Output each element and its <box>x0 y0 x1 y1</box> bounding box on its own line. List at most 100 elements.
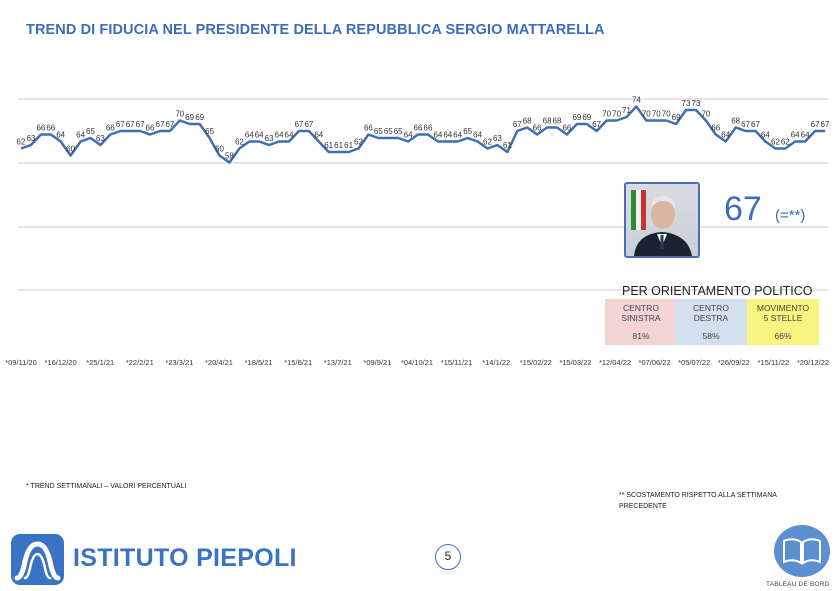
x-tick-label: *22/2/21 <box>126 358 154 367</box>
data-label: 67 <box>126 120 135 129</box>
data-label: 67 <box>156 120 165 129</box>
data-label: 70 <box>701 110 710 119</box>
data-label: 64 <box>275 131 284 140</box>
data-label: 70 <box>662 110 671 119</box>
data-label: 65 <box>384 127 393 136</box>
data-label: 67 <box>811 120 820 129</box>
group-value: 81% <box>632 331 650 341</box>
data-label: 61 <box>503 141 512 150</box>
group-label-line1: MOVIMENTO <box>756 303 810 313</box>
data-label: 67 <box>741 120 750 129</box>
data-label: 60 <box>66 145 75 154</box>
data-label: 67 <box>751 120 760 129</box>
x-tick-label: *15/02/22 <box>520 358 552 367</box>
data-label: 73 <box>682 99 691 108</box>
orientation-title: PER ORIENTAMENTO POLITICO <box>622 284 813 298</box>
data-label: 65 <box>463 127 472 136</box>
data-label: 66 <box>46 124 55 133</box>
x-tick-label: *12/04/22 <box>599 358 631 367</box>
x-tick-label: *14/1/22 <box>482 358 510 367</box>
book-icon <box>774 525 830 577</box>
data-label: 70 <box>652 110 661 119</box>
data-label: 69 <box>195 113 204 122</box>
data-label: 64 <box>761 131 770 140</box>
x-tick-label: *26/09/22 <box>718 358 750 367</box>
x-tick-label: *23/3/21 <box>165 358 193 367</box>
group-centro-sinistra: CENTRO SINISTRA 81% <box>605 299 677 345</box>
data-label: 64 <box>801 131 810 140</box>
data-label: 71 <box>622 106 631 115</box>
data-label: 69 <box>572 113 581 122</box>
data-label: 66 <box>106 124 115 133</box>
x-tick-label: *16/12/20 <box>45 358 77 367</box>
data-label: 66 <box>146 124 155 133</box>
data-label: 64 <box>285 131 294 140</box>
data-label: 63 <box>96 134 105 143</box>
data-label: 68 <box>543 117 552 126</box>
group-label-line2: 5 STELLE <box>763 313 803 323</box>
x-tick-label: *18/5/21 <box>245 358 273 367</box>
x-tick-label: *20/4/21 <box>205 358 233 367</box>
x-tick-label: *15/6/21 <box>284 358 312 367</box>
x-tick-label: *13/7/21 <box>324 358 352 367</box>
data-label: 61 <box>334 141 343 150</box>
data-label: 64 <box>791 131 800 140</box>
data-label: 70 <box>612 110 621 119</box>
data-label: 69 <box>185 113 194 122</box>
group-centro-destra: CENTRO DESTRA 58% <box>675 299 747 345</box>
tableau-label: TABLEAU DE BORD <box>766 581 830 588</box>
page-title: TREND DI FIDUCIA NEL PRESIDENTE DELLA RE… <box>26 22 605 38</box>
data-label: 63 <box>265 134 274 143</box>
group-label-line2: SINISTRA <box>621 313 661 323</box>
x-tick-label: *09/11/20 <box>5 358 37 367</box>
x-tick-label: *25/1/21 <box>86 358 114 367</box>
data-label: 74 <box>632 96 641 105</box>
data-label: 61 <box>324 141 333 150</box>
data-label: 64 <box>404 131 413 140</box>
data-label: 64 <box>433 131 442 140</box>
page-number: 5 <box>435 544 461 570</box>
data-label: 66 <box>711 124 720 133</box>
data-label: 68 <box>731 117 740 126</box>
data-label: 67 <box>592 120 601 129</box>
data-label: 64 <box>314 131 323 140</box>
data-label: 67 <box>116 120 125 129</box>
data-label: 62 <box>483 138 492 147</box>
x-tick-label: *07/06/22 <box>639 358 671 367</box>
data-label: 65 <box>86 127 95 136</box>
data-label: 69 <box>582 113 591 122</box>
x-tick-label: *05/07/22 <box>678 358 710 367</box>
president-photo <box>624 182 700 258</box>
data-label: 67 <box>294 120 303 129</box>
data-label: 67 <box>304 120 313 129</box>
data-label: 62 <box>781 138 790 147</box>
group-label-line1: CENTRO <box>693 303 729 313</box>
x-tick-label: *15/11/21 <box>441 358 473 367</box>
group-label-line1: CENTRO <box>623 303 659 313</box>
data-label: 62 <box>771 138 780 147</box>
data-label: 62 <box>235 138 244 147</box>
x-tick-label: *15/03/22 <box>559 358 591 367</box>
data-label: 64 <box>255 131 264 140</box>
data-label: 64 <box>76 131 85 140</box>
data-label: 61 <box>344 141 353 150</box>
x-tick-label: *09/9/21 <box>363 358 391 367</box>
data-label: 69 <box>672 113 681 122</box>
data-label: 73 <box>692 99 701 108</box>
data-label: 62 <box>354 138 363 147</box>
data-label: 58 <box>225 152 234 161</box>
data-label: 65 <box>205 127 214 136</box>
data-label: 64 <box>245 131 254 140</box>
data-label: 64 <box>473 131 482 140</box>
brand-name: ISTITUTO PIEPOLI <box>73 544 297 572</box>
data-label: 66 <box>562 124 571 133</box>
data-label: 66 <box>364 124 373 133</box>
data-label: 64 <box>721 131 730 140</box>
data-label: 63 <box>26 134 35 143</box>
data-label: 64 <box>56 131 65 140</box>
current-trust-value: 67 <box>724 190 762 228</box>
data-label: 60 <box>215 145 224 154</box>
data-label: 70 <box>175 110 184 119</box>
data-label: 66 <box>36 124 45 133</box>
